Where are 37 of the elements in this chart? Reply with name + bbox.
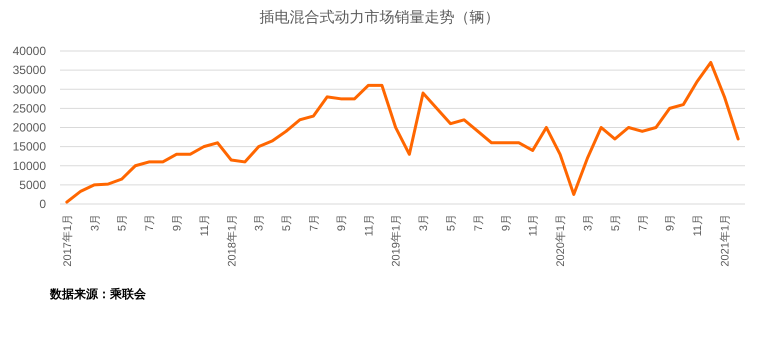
x-tick-label: 9月 <box>500 214 512 232</box>
x-tick-label: 5月 <box>281 214 294 232</box>
y-tick-label: 40000 <box>12 44 46 58</box>
line-series <box>65 60 740 204</box>
x-tick-label: 2018年1月 <box>226 214 238 267</box>
y-tick-label: 5000 <box>19 178 46 192</box>
y-tick-label: 35000 <box>12 63 46 78</box>
source-note: 数据来源：乘联会 <box>49 287 147 301</box>
x-tick-label: 11月 <box>692 214 704 236</box>
x-tick-label: 9月 <box>171 214 184 232</box>
x-tick-label: 7月 <box>144 214 156 232</box>
x-tick-label: 2019年1月 <box>390 214 403 267</box>
x-tick-label: 3月 <box>582 214 594 232</box>
x-tick-label: 7月 <box>637 214 650 232</box>
x-tick-label: 11月 <box>528 214 540 236</box>
x-tick-label: 9月 <box>336 214 348 232</box>
x-tick-label: 9月 <box>664 214 677 232</box>
x-tick-label: 2021年1月 <box>719 214 732 267</box>
x-tick-label: 11月 <box>363 214 376 236</box>
y-tick-label: 0 <box>39 197 46 211</box>
y-tick-label: 30000 <box>12 82 46 96</box>
x-tick-label: 5月 <box>610 214 622 232</box>
x-tick-label: 7月 <box>472 214 485 232</box>
y-tick-label: 15000 <box>12 140 46 154</box>
y-tick-label: 25000 <box>12 101 46 116</box>
x-tick-label: 7月 <box>308 214 320 232</box>
x-tick-label: 3月 <box>254 214 266 232</box>
y-tick-label: 20000 <box>12 120 46 134</box>
y-tick-label: 10000 <box>12 158 46 173</box>
x-tick-label: 2017年1月 <box>62 214 74 267</box>
x-tick-label: 2020年1月 <box>555 214 568 267</box>
x-tick-label: 3月 <box>89 214 102 232</box>
x-tick-label: 11月 <box>198 214 211 236</box>
x-tick-label: 5月 <box>445 214 458 232</box>
x-tick-label: 3月 <box>418 214 430 232</box>
chart-title: 插电混合式动力市场销量走势（辆） <box>260 9 500 26</box>
x-tick-label: 5月 <box>116 214 129 232</box>
